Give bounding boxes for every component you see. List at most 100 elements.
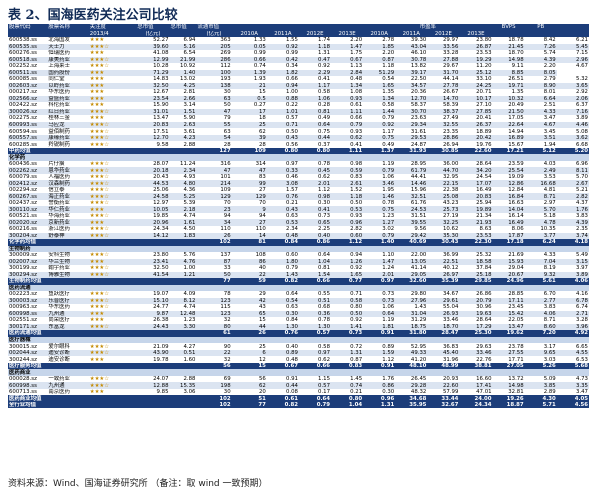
table-cell: 29.04 [508,265,524,272]
table-cell: 38.81 [459,362,493,370]
table-cell: 48.32 [410,389,427,396]
table-cell: ★★★ [88,206,137,213]
table-cell: 4.74 [183,304,196,311]
table-cell: 5.39 [183,200,196,207]
table-cell: 23.63 [410,115,427,122]
table-cell: 8.71 [543,317,556,324]
table-cell: 30.96 [476,304,492,311]
table-cell: 全行业均值 [8,401,89,409]
table-cell: 0.51 [169,349,197,357]
table-cell: 110 [220,226,231,233]
table-cell: 51.29 [363,69,396,77]
table-cell: 0.44 [298,134,332,142]
table-cell: 14 [231,232,267,240]
table-cell: 1.12 [318,187,331,194]
table-cell: 31.96 [442,356,459,363]
table-cell: 32.67 [427,401,460,409]
table-cell: 0.73 [363,297,396,305]
table-cell: 1.31 [331,349,364,357]
table-cell: 0.72 [350,343,363,350]
table-cell: 1.65 [331,271,364,279]
table-cell: 41.20 [410,356,427,363]
table-cell: 25.18 [459,271,493,279]
table-cell: 0.59 [331,167,364,174]
table-cell: 55 [196,121,232,129]
table-cell: 0.87 [350,356,363,363]
table-cell: 2012E [298,30,332,38]
table-cell: 33.56 [427,43,460,51]
table-cell: 32.51 [395,193,428,200]
table-cell: 0.41 [350,141,363,148]
table-cell: 0.56 [285,141,298,148]
table-cell: 0.84 [285,317,298,324]
table-cell: 2.01 [363,271,396,279]
table-cell: 19.71 [492,82,525,90]
table-cell: 1.08 [350,89,363,96]
table-cell: 医疗服务均值 [8,362,89,370]
table-cell: 300026.sz [8,108,48,116]
table-cell: 0.79 [298,401,332,409]
table-cell: 300204.sz [8,232,48,240]
table-cell: ★★★☆ [88,271,137,279]
table-cell: 0.92 [318,63,331,70]
table-cell: 000217.sz [9,89,37,96]
table-cell: 26.97 [427,271,460,279]
table-cell: 31.29 [410,317,427,324]
table-cell: 0.58 [331,297,364,305]
table-cell: 300003.sz [8,297,48,305]
table-row: 600276.ss 恒瑞医药 ★★★ 41.08 6.54 269 0.99 0.99 1.31… [8,50,589,57]
table-cell [492,30,525,38]
table-cell: 600521.ss [9,213,37,220]
table-cell: 28.95 [410,161,427,168]
table-cell: 8.11 [556,167,589,174]
table-cell: 0.33 [266,167,299,174]
table-cell: 47 [231,167,267,174]
table-cell: 7.04 [524,258,557,266]
table-cell: 1.94 [543,141,556,148]
table-cell: 600085.ss [9,76,37,83]
table-cell: 总市值 [136,24,170,31]
table-cell: 12 [259,356,266,363]
table-cell: 9.58 [156,141,169,148]
table-cell: 24.43 [136,323,170,331]
table-cell: 3.77 [524,232,557,240]
table-row: 300003.sz 乐普医疗 ★★★☆ 15.10 8.12 123 42 0.54 0.51 0… [8,297,589,305]
table-cell: 16.89 [492,134,525,142]
table-cell: 14.83 [153,76,169,83]
table-cell: 0.64 [363,310,396,318]
table-row: 600998.ss 九州通 ★★★ 9.87 12.48 123 65 0.30 0.36 0.5… [8,310,589,318]
table-cell: 14.94 [508,128,524,135]
table-cell: 0.30 [266,310,299,318]
table-cell: 18.70 [508,50,524,57]
table-cell: 21.09 [153,343,169,350]
table-cell [136,362,170,370]
table-cell: 19.76 [476,141,492,148]
table-cell: 300171.sz [8,323,48,331]
table-cell: 4.55 [556,349,589,357]
table-cell: 0.67 [331,56,364,64]
table-cell: 94 [259,213,266,220]
table-cell: 600557.ss [8,134,48,142]
table-cell: 2.96 [556,56,589,64]
table-cell: (亿元) [136,30,170,38]
table-cell: 国药股份 [47,69,89,77]
table-cell: ★★★ [89,50,105,57]
table-cell: 77 [196,278,232,285]
table-cell: 69 [223,376,231,383]
table-cell: 4.18 [556,239,589,246]
table-cell: 3.83 [543,304,556,311]
table-cell: 20.83 [459,193,493,200]
source-note: 资料来源：Wind、国海证券研究所 （备注：取 wind 一致预期） [8,479,268,489]
table-cell: 1.31 [318,50,331,57]
table-cell: 0.41 [298,206,332,213]
table-cell: 5.25 [169,193,197,200]
average-row: 化学药均值 102 81 0.84 0.86 1.12 1.40 40.69 30.43 22.3… [8,239,589,246]
table-cell: 600518.ss [8,56,48,64]
table-cell: 35.95 [395,401,428,409]
table-cell: 1.60 [183,356,196,363]
table-cell: 3.28 [575,317,588,324]
table-cell: 32.60 [395,278,428,285]
table-cell: 19.62 [492,330,525,337]
table-cell: 7.15 [575,50,588,57]
table-cell: 205 [196,43,232,51]
